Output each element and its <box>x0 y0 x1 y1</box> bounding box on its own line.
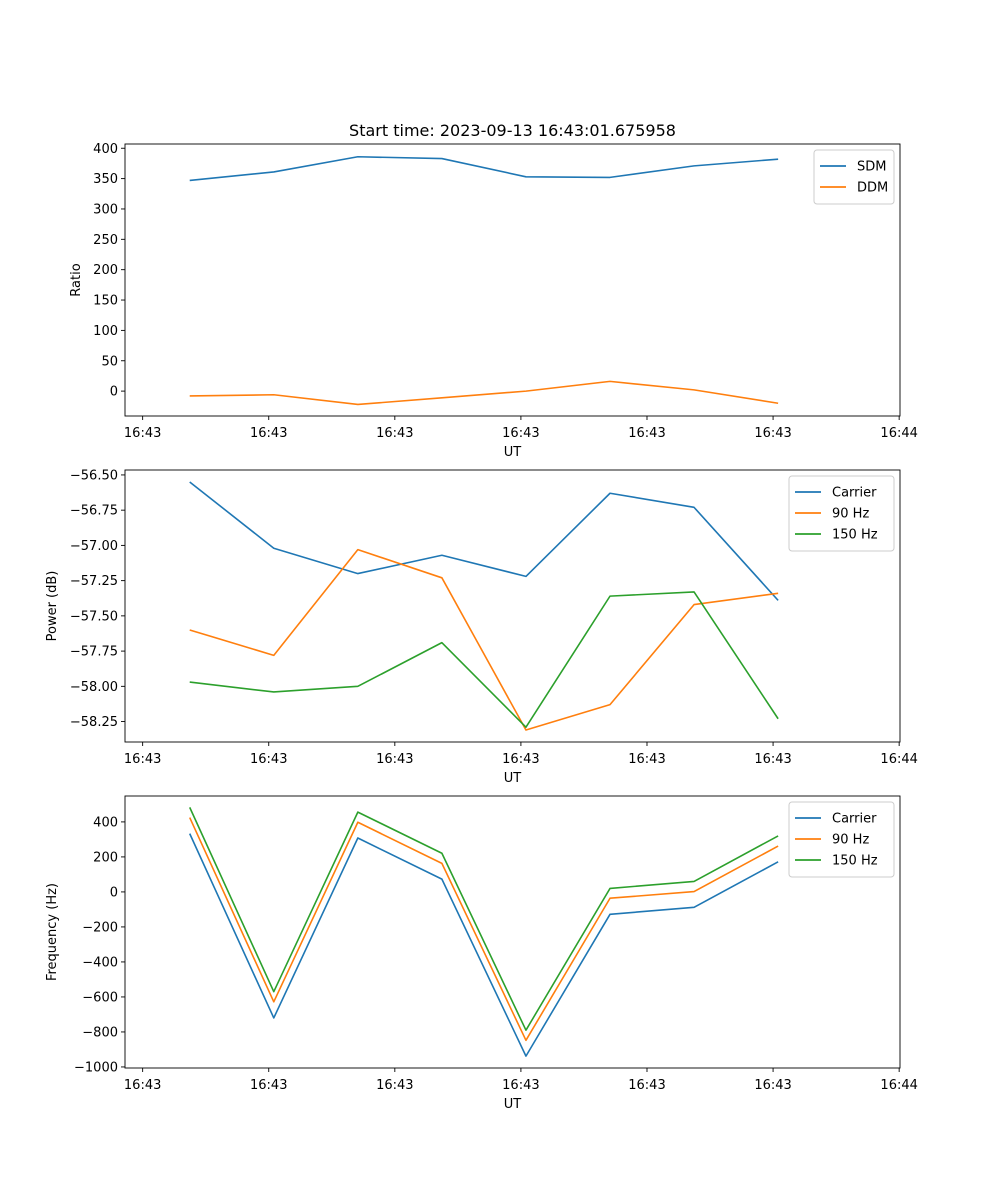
series-line-90-hz <box>188 817 779 1042</box>
y-tick-label: −1000 <box>74 1060 118 1075</box>
legend-label: 90 Hz <box>832 833 869 848</box>
x-tick-label: 16:43 <box>250 1078 287 1093</box>
y-tick-label: 400 <box>93 142 118 157</box>
y-tick-label: −800 <box>82 1025 118 1040</box>
legend-label: DDM <box>857 181 888 196</box>
y-tick-label: 150 <box>93 294 118 309</box>
series-line-carrier <box>189 481 779 601</box>
x-axis-label: UT <box>504 445 522 460</box>
x-tick-label: 16:43 <box>754 1078 791 1093</box>
legend-box <box>788 475 895 552</box>
axes-frame <box>124 469 901 743</box>
y-tick-label: −56.75 <box>70 504 118 519</box>
x-tick-label: 16:44 <box>880 1078 917 1093</box>
y-tick-label: −57.75 <box>70 645 118 660</box>
x-tick-label: 16:43 <box>376 1078 413 1093</box>
y-tick-label: −57.25 <box>70 574 118 589</box>
y-tick-label: 0 <box>110 885 118 900</box>
y-tick-label: 100 <box>93 324 118 339</box>
y-tick-label: 200 <box>93 850 118 865</box>
y-tick-label: 50 <box>101 354 118 369</box>
chart-panel-1: 0 50 100 150 200 250 300 350 400 16:43 16:43 16:43 1… <box>69 142 918 460</box>
y-tick-label: 300 <box>93 202 118 217</box>
x-tick-label: 16:43 <box>376 752 413 767</box>
x-tick-label: 16:43 <box>124 426 161 441</box>
x-tick-label: 16:43 <box>628 752 665 767</box>
axes-frame <box>124 795 901 1069</box>
series-line-carrier <box>188 833 779 1057</box>
x-axis-label: UT <box>504 1097 522 1112</box>
legend-label: 150 Hz <box>832 854 878 869</box>
y-tick-label: −58.25 <box>70 715 118 730</box>
legend-label: Carrier <box>832 812 877 827</box>
x-tick-label: 16:43 <box>502 752 539 767</box>
chart-panel-3: −1000 −800 −600 −400 −200 0 200 400 16:43 16:43 16… <box>45 795 918 1112</box>
series-line-ddm <box>189 380 779 406</box>
figure-title: Start time: 2023-09-13 16:43:01.675958 <box>349 121 676 140</box>
y-tick-label: 0 <box>110 385 118 400</box>
y-tick-label: −56.50 <box>70 468 118 483</box>
x-tick-label: 16:43 <box>628 426 665 441</box>
y-tick-label: −400 <box>82 955 118 970</box>
y-tick-label: −600 <box>82 990 118 1005</box>
y-axis-label: Frequency (Hz) <box>45 883 60 981</box>
y-tick-label: 350 <box>93 172 118 187</box>
x-tick-label: 16:43 <box>124 1078 161 1093</box>
y-tick-label: −58.00 <box>70 680 118 695</box>
axes-frame <box>124 143 901 417</box>
x-tick-label: 16:44 <box>880 426 917 441</box>
y-tick-label: −200 <box>82 920 118 935</box>
y-tick-label: −57.00 <box>70 539 118 554</box>
y-tick-label: 400 <box>93 815 118 830</box>
x-tick-label: 16:43 <box>376 426 413 441</box>
legend-label: Carrier <box>832 486 877 501</box>
y-tick-label: −57.50 <box>70 609 118 624</box>
x-tick-label: 16:43 <box>502 426 539 441</box>
x-tick-label: 16:43 <box>754 426 791 441</box>
legend-label: SDM <box>857 160 886 175</box>
x-tick-label: 16:44 <box>880 752 917 767</box>
legend: SDM DDM <box>813 149 895 205</box>
series-line-sdm <box>189 155 779 182</box>
x-axis-label: UT <box>504 771 522 786</box>
y-tick-label: 200 <box>93 263 118 278</box>
series-line-150-hz <box>188 807 779 1031</box>
series-line-90-hz <box>189 548 779 731</box>
x-tick-label: 16:43 <box>628 1078 665 1093</box>
y-tick-label: 250 <box>93 233 118 248</box>
legend-label: 150 Hz <box>832 528 878 543</box>
legend-box <box>788 801 895 878</box>
y-axis-label: Power (dB) <box>45 571 60 642</box>
legend-label: 90 Hz <box>832 507 869 522</box>
x-tick-label: 16:43 <box>754 752 791 767</box>
legend-box <box>813 149 895 205</box>
x-tick-label: 16:43 <box>250 752 287 767</box>
legend: Carrier 90 Hz 150 Hz <box>788 801 895 878</box>
chart-panel-2: −58.25 −58.00 −57.75 −57.50 −57.25 −57.00 −56.… <box>45 468 918 786</box>
legend: Carrier 90 Hz 150 Hz <box>788 475 895 552</box>
x-tick-label: 16:43 <box>250 426 287 441</box>
x-tick-label: 16:43 <box>124 752 161 767</box>
series-line-150-hz <box>189 591 779 729</box>
y-axis-label: Ratio <box>69 263 84 296</box>
x-tick-label: 16:43 <box>502 1078 539 1093</box>
